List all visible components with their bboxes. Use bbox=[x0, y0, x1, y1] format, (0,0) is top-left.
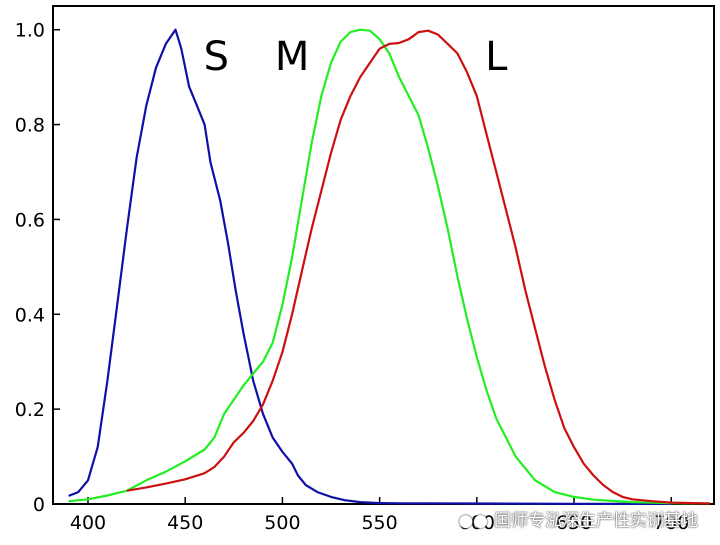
y-tick-label: 1.0 bbox=[15, 20, 45, 42]
x-tick-label: 650 bbox=[556, 512, 592, 534]
curve-label-L: L bbox=[485, 34, 508, 80]
x-tick-label: 400 bbox=[70, 512, 106, 534]
x-tick-label: 700 bbox=[653, 512, 689, 534]
series-L-line bbox=[126, 29, 711, 505]
series-layer bbox=[68, 28, 711, 505]
watermark: ●● 国师专泓深生产性实训基地 bbox=[458, 506, 698, 531]
y-tick-label: 0 bbox=[33, 494, 45, 516]
x-tick-label: 450 bbox=[167, 512, 203, 534]
x-tick-label: 600 bbox=[459, 512, 495, 534]
series-M-line bbox=[68, 28, 711, 505]
x-tick-label: 500 bbox=[264, 512, 300, 534]
y-tick-label: 0.8 bbox=[15, 115, 45, 137]
wechat-icon: ●● bbox=[458, 511, 488, 531]
y-tick-label: 0.6 bbox=[15, 209, 45, 231]
curve-label-S: S bbox=[204, 34, 229, 80]
x-tick-label: 550 bbox=[361, 512, 397, 534]
y-axis-ticks: 0 0.2 0.4 0.6 0.8 1.0 bbox=[15, 20, 60, 516]
series-S-line bbox=[68, 28, 672, 505]
y-tick-label: 0.2 bbox=[15, 399, 45, 421]
watermark-text: 国师专泓深生产性实训基地 bbox=[494, 511, 698, 531]
x-axis-ticks: 400 450 500 550 600 650 700 bbox=[70, 497, 689, 534]
curve-label-M: M bbox=[275, 34, 310, 80]
y-tick-label: 0.4 bbox=[15, 304, 45, 326]
